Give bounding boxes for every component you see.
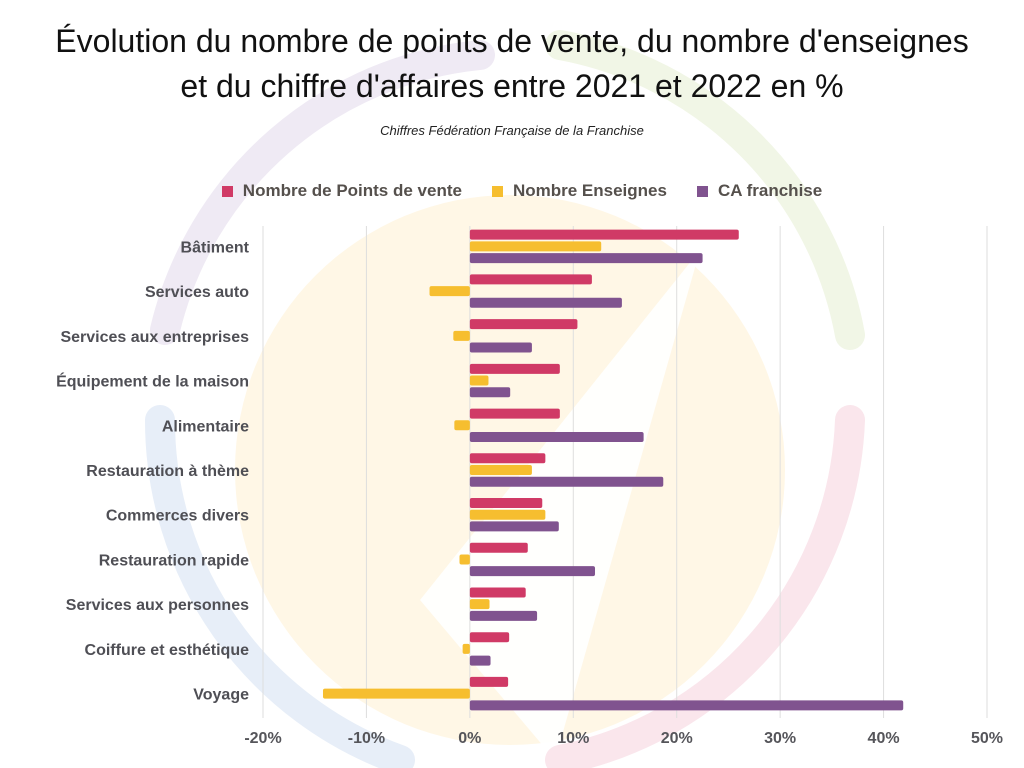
x-tick-label: 10%	[557, 730, 589, 747]
bar-points-de-vente	[469, 453, 546, 464]
category-label: Équipement de la maison	[56, 372, 249, 391]
bar-points-de-vente	[469, 498, 543, 509]
bar-points-de-vente	[469, 542, 528, 553]
bar-enseignes	[322, 688, 470, 699]
bar-points-de-vente	[469, 632, 510, 643]
legend: Nombre de Points de vente Nombre Enseign…	[0, 181, 1024, 201]
bar-points-de-vente	[469, 587, 526, 598]
bar-enseignes	[469, 375, 489, 386]
category-labels: Bâtiment Services auto Services aux entrep…	[56, 239, 250, 703]
bar-points-de-vente	[469, 319, 578, 330]
bar-ca-franchise	[469, 253, 703, 264]
watermark-arc-blue	[144, 405, 415, 768]
category-label: Services aux entreprises	[60, 329, 249, 346]
bar-enseignes	[462, 643, 470, 654]
bar-points-de-vente	[469, 408, 560, 419]
bar-ca-franchise	[469, 476, 664, 487]
bar-points-de-vente	[469, 274, 592, 285]
category-label: Bâtiment	[181, 239, 250, 256]
x-tick-labels: -20% -10% 0% 10% 20% 30% 40% 50%	[244, 730, 1003, 747]
bar-ca-franchise	[469, 387, 511, 398]
legend-item-enseignes: Nombre Enseignes	[491, 181, 667, 201]
category-label: Commerces divers	[106, 508, 249, 525]
bar-points-de-vente	[469, 229, 739, 240]
watermark-arc-red	[545, 405, 865, 768]
category-label: Alimentaire	[162, 418, 249, 435]
bar-enseignes	[469, 509, 546, 520]
x-tick-label: 50%	[971, 730, 1003, 747]
bar-enseignes	[429, 286, 470, 297]
bar-enseignes	[469, 599, 490, 610]
x-tick-label: 40%	[868, 730, 900, 747]
x-tick-label: 30%	[764, 730, 796, 747]
bar-ca-franchise	[469, 566, 596, 577]
category-label: Restauration à thème	[86, 463, 249, 480]
bar-enseignes	[469, 465, 532, 475]
chart-title-line-2: et du chiffre d'affaires entre 2021 et 2…	[180, 68, 844, 104]
bar-ca-franchise	[469, 700, 904, 711]
gridlines	[262, 226, 988, 718]
category-label: Voyage	[193, 687, 249, 704]
category-label: Restauration rapide	[99, 552, 249, 569]
bar-enseignes	[453, 330, 470, 341]
watermark-arc-green	[545, 30, 865, 350]
category-label: Services aux personnes	[66, 597, 249, 614]
bar-ca-franchise	[469, 610, 538, 621]
bar-ca-franchise	[469, 521, 559, 532]
legend-swatch-points-de-vente	[221, 185, 233, 197]
x-tick-label: -10%	[348, 730, 385, 747]
legend-item-ca-franchise: CA franchise	[696, 181, 823, 201]
category-label: Coiffure et esthétique	[85, 642, 250, 659]
legend-label: Nombre de Points de vente	[242, 181, 462, 200]
x-tick-label: 0%	[458, 730, 481, 747]
bar-ca-franchise	[469, 297, 622, 308]
category-label: Services auto	[145, 284, 249, 301]
x-tick-label: -20%	[244, 730, 281, 747]
watermark-arc-purple	[150, 40, 495, 345]
chart-subtitle: Chiffres Fédération Française de la Fran…	[380, 123, 644, 138]
x-tick-label: 20%	[661, 730, 693, 747]
bars	[322, 229, 904, 711]
legend-label: CA franchise	[717, 181, 823, 200]
bar-ca-franchise	[469, 431, 644, 442]
bar-enseignes	[454, 420, 470, 431]
bar-ca-franchise	[469, 655, 491, 666]
legend-label: Nombre Enseignes	[512, 181, 667, 200]
legend-swatch-ca-franchise	[696, 185, 708, 197]
bar-points-de-vente	[469, 676, 509, 687]
legend-item-points-de-vente: Nombre de Points de vente	[221, 181, 462, 201]
bar-points-de-vente	[469, 363, 560, 374]
chart-title-line-1: Évolution du nombre de points de vente, …	[55, 23, 969, 59]
bar-ca-franchise	[469, 342, 532, 353]
bar-enseignes	[469, 241, 602, 252]
legend-swatch-enseignes	[491, 185, 503, 197]
bar-enseignes	[459, 554, 470, 565]
